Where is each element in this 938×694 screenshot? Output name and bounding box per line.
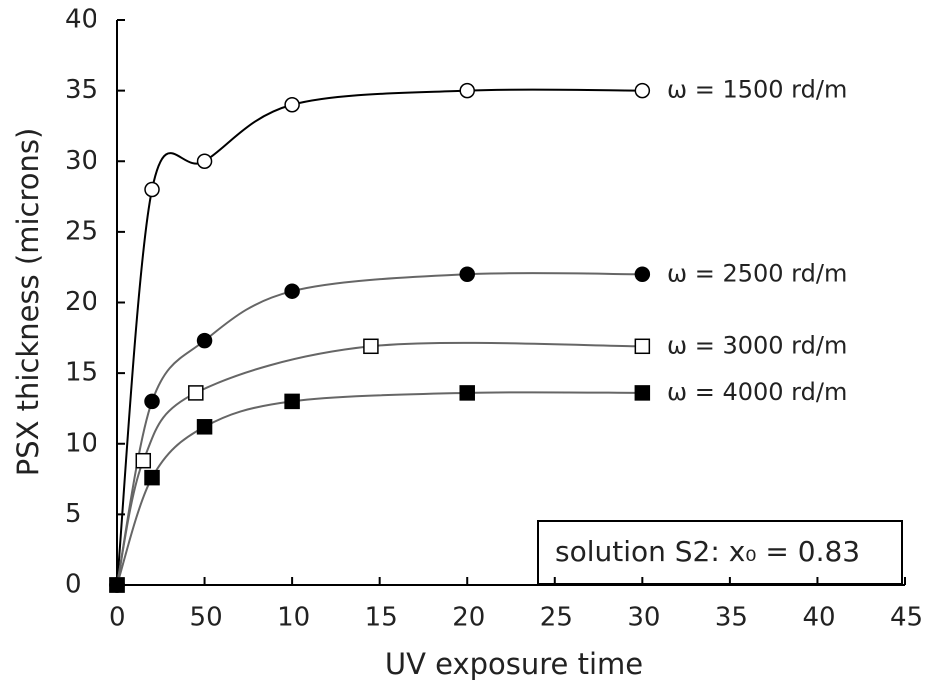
x-tick-clip: 400 (802, 603, 852, 633)
marker (363, 338, 379, 355)
y-tick-clip: 0 (65, 570, 82, 600)
y-tick-label: 10 (65, 428, 98, 458)
x-tick-label: 100 (277, 603, 327, 633)
legend-label: ω = 2500 rd/m (667, 259, 847, 287)
marker (284, 283, 300, 299)
x-tick-label: 0 (109, 603, 126, 633)
y-tick-clip: 40 (65, 5, 98, 35)
x-tick-clip: 200 (452, 603, 502, 633)
marker (459, 82, 475, 99)
x-tick-clip: 150 (365, 603, 415, 633)
x-tick-clip: 450 (890, 603, 938, 633)
marker (634, 385, 651, 401)
y-tick-label: 30 (65, 146, 98, 176)
annotation: solution S2: x₀ = 0.83 (555, 535, 860, 568)
x-tick-clip: 300 (627, 603, 677, 633)
marker (144, 181, 160, 198)
marker (144, 393, 160, 410)
marker (188, 385, 204, 401)
fit-line (116, 271, 643, 586)
x-tick-label: 300 (627, 603, 677, 633)
x-tick-clip: 100 (277, 603, 327, 633)
marker (634, 266, 651, 282)
fit-line (116, 341, 643, 586)
marker (196, 153, 213, 169)
y-tick-clip: 35 (65, 75, 98, 105)
y-tick-label: 20 (65, 287, 98, 317)
x-tick-clip: 0 (109, 603, 126, 633)
y-tick-label: 35 (65, 75, 98, 105)
x-tick-label: 250 (540, 603, 590, 633)
legend-label: ω = 3000 rd/m (667, 331, 847, 359)
marker (135, 452, 152, 469)
x-tick-label: 350 (715, 603, 765, 633)
marker (196, 419, 213, 435)
x-tick-label: 200 (452, 603, 502, 633)
y-tick-clip: 5 (65, 499, 82, 529)
x-tick-label: 400 (802, 603, 852, 633)
marker (634, 338, 651, 355)
y-tick-label: 5 (65, 499, 82, 529)
x-tick-clip: 50 (190, 603, 223, 633)
y-tick-label: 15 (65, 358, 98, 388)
y-tick-label: 25 (65, 216, 98, 246)
x-tick-label: 450 (890, 603, 938, 633)
x-tick-clip: 250 (540, 603, 590, 633)
y-tick-label: 40 (65, 5, 98, 35)
legend-label: ω = 1500 rd/m (667, 76, 847, 104)
annotation-box (537, 520, 903, 585)
y-tick-clip: 25 (65, 216, 98, 246)
marker (284, 97, 300, 113)
x-tick-clip: 350 (715, 603, 765, 633)
y-tick-clip: 30 (65, 146, 98, 176)
fit-line (116, 88, 643, 586)
marker (634, 82, 651, 99)
x-tick-label: 50 (190, 603, 223, 633)
y-tick-clip: 20 (65, 287, 98, 317)
marker (109, 577, 125, 593)
y-axis-label: PSX thickness (microns) (11, 128, 45, 477)
marker (459, 385, 475, 401)
marker (284, 393, 300, 410)
x-axis-label: UV exposure time (385, 647, 643, 681)
y-tick-label: 0 (65, 570, 82, 600)
marker (144, 469, 160, 486)
legend-label: ω = 4000 rd/m (667, 378, 847, 406)
y-tick-clip: 15 (65, 358, 98, 388)
y-tick-clip: 10 (65, 428, 98, 458)
marker (196, 332, 213, 349)
x-tick-label: 150 (365, 603, 415, 633)
marker (459, 266, 475, 282)
